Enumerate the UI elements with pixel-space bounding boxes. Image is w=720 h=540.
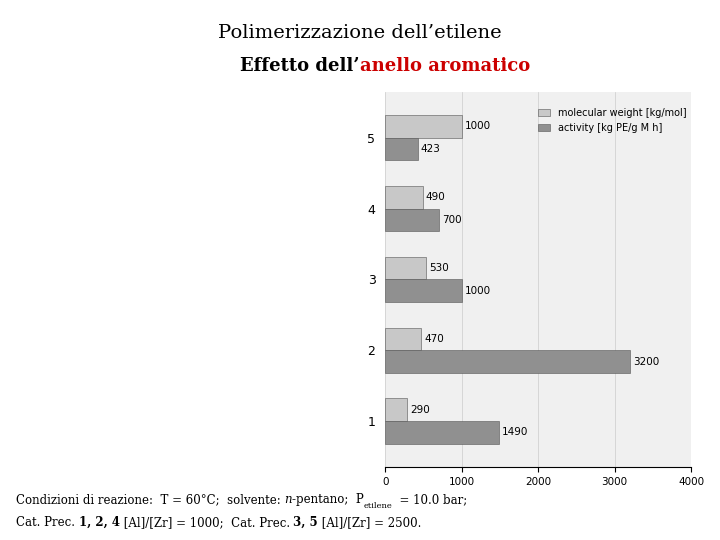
Text: 700: 700: [442, 215, 462, 225]
Text: 470: 470: [424, 334, 444, 344]
Bar: [385, 350, 630, 373]
Text: etilene: etilene: [364, 502, 392, 510]
Bar: [385, 115, 462, 138]
Text: 290: 290: [410, 405, 430, 415]
Text: [Al]/[Zr] = 1000;  Cat. Prec.: [Al]/[Zr] = 1000; Cat. Prec.: [120, 516, 294, 529]
Text: 423: 423: [420, 144, 441, 154]
Text: 1000: 1000: [465, 286, 491, 296]
Legend: molecular weight [kg/mol], activity [kg PE/g M h]: molecular weight [kg/mol], activity [kg …: [539, 108, 686, 133]
Bar: [385, 208, 438, 231]
Text: 3, 5: 3, 5: [294, 516, 318, 529]
Text: Condizioni di reazione:  T = 60°C;  solvente:: Condizioni di reazione: T = 60°C; solven…: [16, 493, 284, 506]
Bar: [385, 138, 418, 160]
Text: 530: 530: [429, 263, 449, 273]
Text: anello aromatico: anello aromatico: [360, 57, 530, 75]
Text: Effetto dell’: Effetto dell’: [240, 57, 360, 75]
Bar: [385, 280, 462, 302]
Text: Polimerizzazione dell’etilene: Polimerizzazione dell’etilene: [218, 24, 502, 43]
Text: = 10.0 bar;: = 10.0 bar;: [392, 493, 468, 506]
Text: Cat. Prec.: Cat. Prec.: [16, 516, 78, 529]
Text: 3200: 3200: [633, 356, 660, 367]
Bar: [385, 257, 426, 280]
Text: 1000: 1000: [465, 122, 491, 132]
Text: -pentano;  P: -pentano; P: [292, 493, 364, 506]
Bar: [385, 328, 421, 350]
Bar: [385, 421, 499, 444]
Bar: [385, 186, 423, 208]
Text: [Al]/[Zr] = 2500.: [Al]/[Zr] = 2500.: [318, 516, 421, 529]
Bar: [385, 399, 408, 421]
Text: 1490: 1490: [503, 427, 528, 437]
Text: n: n: [284, 493, 292, 506]
Text: 490: 490: [426, 192, 446, 202]
Text: 1, 2, 4: 1, 2, 4: [78, 516, 120, 529]
